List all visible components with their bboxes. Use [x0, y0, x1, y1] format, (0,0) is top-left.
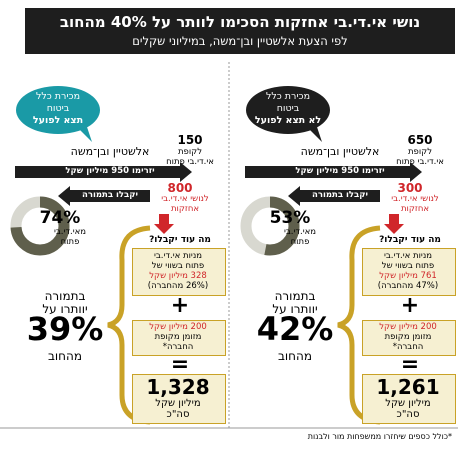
shares-text: 761 מיליון שקל — [379, 271, 437, 281]
bubble-text: מכירת כלל — [35, 91, 81, 102]
total-text: סה"כ — [396, 409, 420, 420]
inflow-text: יזרימו 950 מיליון שקל — [295, 166, 385, 176]
shares-text: מניות אי.די.בי — [153, 251, 203, 261]
subtitle: לפי הצעת אלשטיין ובן־משה, במיליוני שקלים — [132, 34, 348, 48]
footnote: *כולל כספים שיחזרו ממשפחות מור ולבנות — [307, 432, 452, 441]
bubble-text: ביטוח — [276, 103, 300, 114]
equals: = — [170, 352, 190, 377]
cash-text: החברה* — [392, 342, 424, 352]
return-arrow — [288, 186, 380, 206]
cash-box — [362, 320, 456, 356]
bubble-text: תצא לפועל — [32, 115, 84, 126]
bubble — [16, 86, 100, 134]
shares-box — [362, 248, 456, 296]
bubble-text: מכירת כלל — [265, 91, 311, 102]
total-text: מיליון שקל — [385, 398, 431, 409]
brace — [337, 225, 381, 425]
waiver-text: יוותרו על — [272, 302, 318, 316]
donut-caption: פתוח — [60, 237, 80, 247]
equals: = — [400, 352, 420, 377]
total-text: סה"כ — [166, 409, 190, 420]
creditors-text: לנושי אי.די.בי — [391, 194, 439, 204]
creditors-amount: 800 — [167, 181, 193, 195]
donut-arc — [240, 196, 300, 256]
inflow-arrow — [15, 162, 192, 182]
shares-text: 328 מיליון שקל — [149, 271, 207, 281]
fund-amount: 650 — [407, 133, 433, 147]
waiver-text: יוותרו על — [42, 302, 88, 316]
question: מה עוד יקבלו? — [379, 235, 441, 245]
donut-caption: מאי.די.בי — [53, 227, 87, 237]
return-text: יקבלו בתמורה — [82, 190, 138, 200]
cash-text: 200 מיליון שקל — [149, 322, 207, 332]
creditors-text: אחזקות — [400, 204, 430, 214]
return-text: יקבלו בתמורה — [312, 190, 368, 200]
creditors-text: אחזקות — [170, 204, 200, 214]
investors: אלשטיין ובן־משה — [300, 145, 380, 158]
fund-text: לקופת — [177, 147, 203, 157]
creditors-text: לנושי אי.די.בי — [161, 194, 209, 204]
total-box — [132, 374, 226, 424]
brace — [107, 225, 151, 425]
bubble-text: לא תצא לפועל — [254, 115, 322, 126]
creditors-amount: 300 — [397, 181, 423, 195]
donut-label: 74% — [39, 208, 81, 228]
fund-text: אי.די.בי פתוח — [166, 157, 214, 167]
waiver-text: בתמורה — [44, 289, 86, 303]
waiver-text: בתמורה — [274, 289, 316, 303]
question: מה עוד יקבלו? — [149, 235, 211, 245]
bubble-tail — [308, 124, 322, 142]
cash-box — [132, 320, 226, 356]
fund-text: אי.די.בי פתוח — [396, 157, 444, 167]
total-amount: 1,328 — [146, 375, 210, 399]
waiver-tail: מהחוב — [47, 349, 83, 363]
inflow-arrow — [245, 162, 422, 182]
title: נושי אי.די.בי אחזקות הסכימו לוותר על 40%… — [59, 13, 421, 31]
waiver-tail: מהחוב — [277, 349, 313, 363]
donut-caption: מאי.די.בי — [283, 227, 317, 237]
waiver-percent: 42% — [256, 310, 334, 348]
bubble-tail — [78, 124, 92, 142]
total-box — [362, 374, 456, 424]
shares-text: מניות אי.די.בי — [383, 251, 433, 261]
return-arrow — [58, 186, 150, 206]
total-text: מיליון שקל — [155, 398, 201, 409]
inflow-text: יזרימו 950 מיליון שקל — [65, 166, 155, 176]
down-arrow — [154, 214, 174, 234]
cash-text: מזומן מקופת — [384, 332, 432, 342]
donut-arc — [10, 196, 70, 256]
bubble — [246, 86, 330, 134]
cash-text: 200 מיליון שקל — [379, 322, 437, 332]
shares-text: פתוח בשווי של — [151, 261, 205, 271]
plus: + — [400, 293, 420, 318]
header-bar: נושי אי.די.בי אחזקות הסכימו לוותר על 40%… — [25, 8, 455, 54]
fund-text: לקופת — [407, 147, 433, 157]
cash-text: מזומן מקופת — [154, 332, 202, 342]
waiver-percent: 39% — [26, 310, 104, 348]
investors: אלשטיין ובן־משה — [70, 145, 150, 158]
shares-text: (26% מהחברה) — [147, 281, 209, 291]
shares-text: פתוח בשווי של — [381, 261, 435, 271]
cash-text: החברה* — [162, 342, 194, 352]
shares-text: (47% מהחברה) — [377, 281, 439, 291]
shares-box — [132, 248, 226, 296]
plus: + — [170, 293, 190, 318]
donut-caption: פתוח — [290, 237, 310, 247]
bubble-text: ביטוח — [46, 103, 70, 114]
down-arrow — [384, 214, 404, 234]
total-amount: 1,261 — [376, 375, 440, 399]
donut-label: 53% — [269, 208, 311, 228]
fund-amount: 150 — [177, 133, 203, 147]
